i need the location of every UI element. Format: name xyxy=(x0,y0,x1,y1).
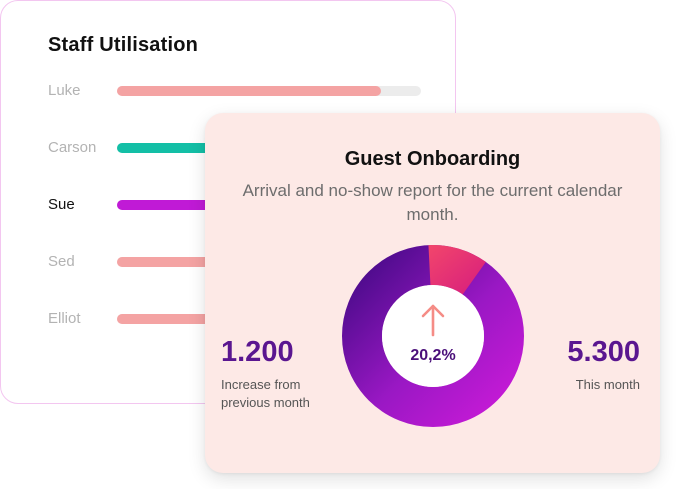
staff-name: Carson xyxy=(48,139,97,156)
this-month-label: This month xyxy=(575,377,640,392)
staff-name: Elliot xyxy=(48,310,81,327)
donut-center: 20,2% xyxy=(342,245,524,427)
donut-percent-label: 20,2% xyxy=(410,347,456,364)
guest-onboarding-title: Guest Onboarding xyxy=(344,148,521,170)
staff-name: Sue xyxy=(48,196,75,213)
this-month-value: 5.300 xyxy=(567,336,640,368)
staff-name: Sed xyxy=(48,253,75,270)
increase-label: Increase from previous month xyxy=(221,377,310,410)
staff-row-luke[interactable]: Luke xyxy=(48,81,428,101)
increase-value: 1.200 xyxy=(221,336,294,368)
utilisation-bar xyxy=(117,143,285,153)
utilisation-track xyxy=(117,86,421,96)
staff-name: Luke xyxy=(48,82,81,99)
guest-onboarding-subtitle: Arrival and no-show report for the curre… xyxy=(242,181,623,224)
guest-onboarding-card: Guest Onboarding Arrival and no-show rep… xyxy=(205,113,660,473)
staff-utilisation-title: Staff Utilisation xyxy=(48,34,199,56)
arrow-up-icon xyxy=(421,304,445,337)
donut-highlight-segment xyxy=(428,245,486,295)
utilisation-bar xyxy=(117,86,382,96)
